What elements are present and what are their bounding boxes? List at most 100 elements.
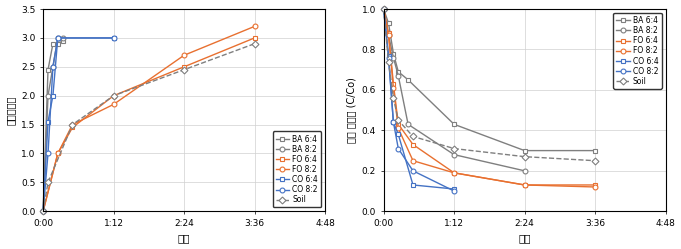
FO 8:2 (394, 127, 402, 130)
FO 8:2 (110, 103, 118, 106)
FO 8:2 (520, 184, 528, 187)
CO 6:4 (49, 94, 57, 97)
BA 8:2 (54, 36, 62, 39)
FO 6:4 (68, 126, 76, 129)
BA 6:4 (450, 123, 458, 126)
Line: CO 8:2: CO 8:2 (381, 7, 456, 193)
CO 8:2 (385, 56, 393, 59)
FO 8:2 (180, 54, 188, 57)
X-axis label: 시간: 시간 (518, 234, 530, 244)
FO 6:4 (39, 210, 47, 213)
FO 8:2 (450, 171, 458, 174)
BA 8:2 (59, 36, 67, 39)
Soil (68, 123, 76, 126)
BA 8:2 (390, 56, 398, 59)
FO 8:2 (68, 123, 76, 126)
X-axis label: 시간: 시간 (178, 234, 190, 244)
CO 8:2 (409, 169, 417, 172)
FO 6:4 (409, 143, 417, 146)
FO 6:4 (180, 65, 188, 68)
Line: FO 8:2: FO 8:2 (41, 24, 257, 214)
CO 6:4 (385, 54, 393, 57)
CO 6:4 (394, 133, 402, 136)
FO 6:4 (591, 184, 599, 187)
Soil (44, 181, 52, 184)
BA 6:4 (520, 149, 528, 152)
FO 6:4 (110, 94, 118, 97)
Soil (110, 94, 118, 97)
CO 8:2 (450, 189, 458, 192)
CO 8:2 (49, 65, 57, 68)
BA 8:2 (394, 74, 402, 77)
FO 6:4 (390, 82, 398, 85)
Line: BA 6:4: BA 6:4 (381, 7, 597, 153)
FO 8:2 (54, 152, 62, 155)
BA 8:2 (450, 153, 458, 156)
BA 6:4 (385, 22, 393, 25)
CO 6:4 (390, 121, 398, 124)
Line: CO 6:4: CO 6:4 (41, 36, 116, 214)
BA 6:4 (390, 52, 398, 55)
FO 8:2 (591, 186, 599, 188)
BA 6:4 (49, 42, 57, 45)
Line: FO 6:4: FO 6:4 (381, 7, 597, 187)
Soil (390, 97, 398, 100)
FO 8:2 (251, 25, 259, 28)
Soil (591, 159, 599, 162)
FO 6:4 (394, 123, 402, 126)
CO 6:4 (379, 7, 387, 10)
BA 6:4 (54, 42, 62, 45)
CO 6:4 (110, 36, 118, 39)
Soil (394, 119, 402, 122)
CO 8:2 (44, 152, 52, 155)
Line: CO 6:4: CO 6:4 (381, 7, 456, 191)
CO 8:2 (39, 210, 47, 213)
FO 8:2 (379, 7, 387, 10)
CO 6:4 (54, 36, 62, 39)
BA 6:4 (379, 7, 387, 10)
FO 8:2 (409, 159, 417, 162)
Soil (251, 42, 259, 45)
Line: Soil: Soil (381, 7, 597, 163)
Soil (385, 60, 393, 63)
BA 8:2 (49, 65, 57, 68)
BA 8:2 (385, 34, 393, 37)
BA 8:2 (379, 7, 387, 10)
BA 6:4 (394, 70, 402, 73)
BA 6:4 (39, 210, 47, 213)
Y-axis label: 상대 염농도 (C/Co): 상대 염농도 (C/Co) (346, 77, 356, 143)
FO 8:2 (39, 210, 47, 213)
Line: FO 8:2: FO 8:2 (381, 7, 597, 189)
BA 6:4 (44, 68, 52, 71)
Line: CO 8:2: CO 8:2 (41, 36, 116, 214)
Legend: BA 6:4, BA 8:2, FO 6:4, FO 8:2, CO 6:4, CO 8:2, Soil: BA 6:4, BA 8:2, FO 6:4, FO 8:2, CO 6:4, … (613, 13, 662, 89)
BA 8:2 (44, 94, 52, 97)
Soil (39, 210, 47, 213)
CO 8:2 (54, 36, 62, 39)
FO 8:2 (385, 34, 393, 37)
FO 6:4 (450, 171, 458, 174)
FO 6:4 (520, 184, 528, 187)
BA 6:4 (59, 39, 67, 42)
Soil (379, 7, 387, 10)
FO 8:2 (390, 86, 398, 89)
BA 8:2 (39, 210, 47, 213)
Soil (450, 147, 458, 150)
CO 8:2 (394, 147, 402, 150)
BA 6:4 (591, 149, 599, 152)
Legend: BA 6:4, BA 8:2, FO 6:4, FO 8:2, CO 6:4, CO 8:2, Soil: BA 6:4, BA 8:2, FO 6:4, FO 8:2, CO 6:4, … (272, 131, 321, 207)
Line: FO 6:4: FO 6:4 (41, 36, 257, 214)
CO 8:2 (379, 7, 387, 10)
Line: BA 8:2: BA 8:2 (381, 7, 527, 173)
CO 8:2 (110, 36, 118, 39)
BA 8:2 (404, 123, 412, 126)
Line: BA 8:2: BA 8:2 (41, 36, 65, 214)
Line: Soil: Soil (41, 41, 257, 214)
Soil (180, 68, 188, 71)
CO 6:4 (409, 184, 417, 187)
CO 6:4 (39, 210, 47, 213)
CO 6:4 (450, 187, 458, 190)
FO 6:4 (54, 152, 62, 155)
Soil (520, 155, 528, 158)
Y-axis label: 상대물깊이: 상대물깊이 (5, 95, 16, 125)
